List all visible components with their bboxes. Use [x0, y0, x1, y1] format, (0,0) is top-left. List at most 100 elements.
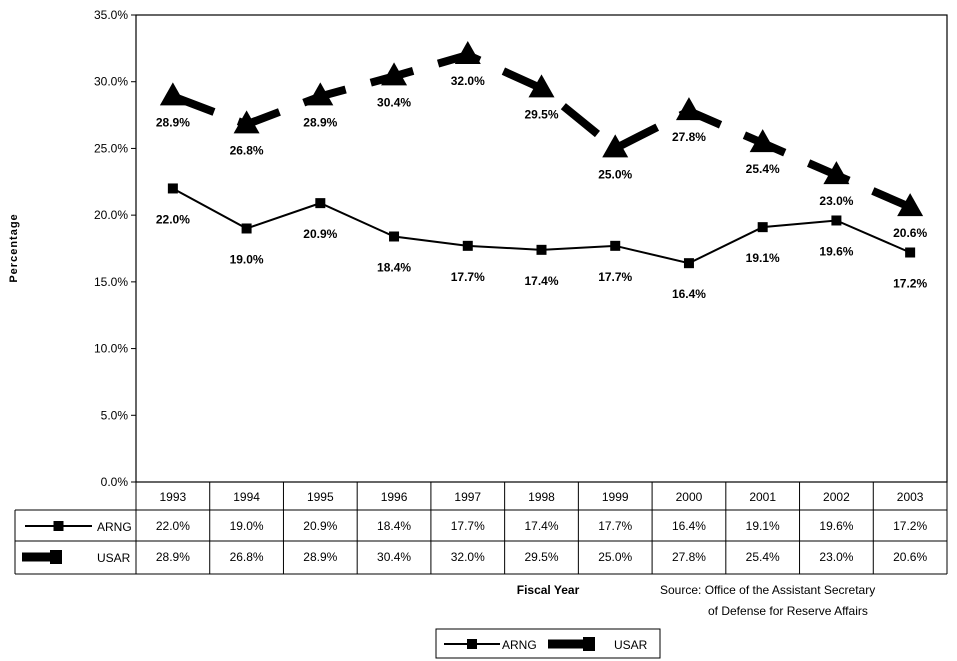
table-cell: 19.6% — [819, 519, 853, 533]
table-cell: 16.4% — [672, 519, 706, 533]
legend-frame — [435, 628, 661, 659]
y-axis: 0.0% 5.0% 10.0% 15.0% 20.0% 25.0% 30.0% 35.0% — [94, 8, 136, 489]
table-row-label-usar: USAR — [97, 551, 131, 565]
y-tick-label: 30.0% — [94, 75, 128, 89]
series-labels: 28.9% 26.8% 28.9% 30.4% 32.0% 29.5% 25.0% 27.8%… — [156, 74, 928, 301]
table-cell: 25.0% — [598, 550, 632, 564]
legend-label-arng: ARNG — [502, 638, 537, 652]
arng-point — [389, 231, 400, 242]
usar-point — [897, 193, 924, 217]
table-cell: 19.1% — [746, 519, 780, 533]
usar-data-label: 30.4% — [377, 95, 411, 109]
source-line-1: Source: Office of the Assistant Secretar… — [660, 583, 875, 597]
data-table: 1993 1994 1995 1996 1997 1998 1999 2000 2001 2002… — [14, 481, 948, 575]
arng-data-label: 20.9% — [303, 227, 337, 241]
usar-data-label: 27.8% — [672, 130, 706, 144]
table-cell: 20.6% — [893, 550, 927, 564]
usar-data-label: 25.4% — [746, 162, 780, 176]
arng-data-label: 22.0% — [156, 212, 190, 226]
y-tick-label: 0.0% — [101, 475, 129, 489]
x-category-label: 1996 — [381, 490, 408, 504]
y-tick-label: 15.0% — [94, 275, 128, 289]
table-cell: 23.0% — [819, 550, 853, 564]
table-cell: 30.4% — [377, 550, 411, 564]
table-cell: 19.0% — [230, 519, 264, 533]
table-cell: 17.2% — [893, 519, 927, 533]
x-category-label: 1994 — [233, 490, 260, 504]
arng-point — [610, 240, 621, 251]
x-category-label: 1993 — [160, 490, 187, 504]
arng-point — [536, 244, 547, 255]
legend-marker-arng — [467, 639, 477, 649]
legend-label-usar: USAR — [614, 638, 648, 652]
y-tick-label: 10.0% — [94, 342, 128, 356]
arng-point — [683, 258, 694, 269]
table-cell: 17.4% — [524, 519, 558, 533]
table-cell: 29.5% — [524, 550, 558, 564]
legend-marker-usar — [50, 550, 62, 564]
table-cell: 20.9% — [303, 519, 337, 533]
usar-data-label: 29.5% — [524, 107, 558, 121]
usar-point — [454, 41, 481, 65]
x-category-label: 2002 — [823, 490, 850, 504]
x-category-label: 1997 — [454, 490, 481, 504]
arng-point — [241, 223, 252, 234]
table-cell: 28.9% — [303, 550, 337, 564]
usar-data-label: 26.8% — [230, 143, 264, 157]
arng-data-label: 17.7% — [598, 270, 632, 284]
series-lines — [159, 41, 924, 269]
usar-point — [528, 74, 555, 98]
y-axis-title: Percentage — [8, 213, 20, 282]
usar-data-label: 28.9% — [303, 115, 337, 129]
arng-data-label: 19.0% — [230, 252, 264, 266]
usar-point — [749, 129, 776, 153]
usar-point — [159, 82, 186, 106]
arng-data-label: 17.7% — [451, 270, 485, 284]
arng-point — [315, 198, 326, 209]
source-line-2: of Defense for Reserve Affairs — [708, 604, 868, 618]
usar-data-label: 32.0% — [451, 74, 485, 88]
usar-data-label: 25.0% — [598, 167, 632, 181]
arng-point — [167, 183, 178, 194]
table-cell: 25.4% — [746, 550, 780, 564]
arng-data-label: 17.2% — [893, 277, 927, 291]
table-cell: 27.8% — [672, 550, 706, 564]
table-cell: 26.8% — [230, 550, 264, 564]
table-cell: 22.0% — [156, 519, 190, 533]
table-cell: 17.7% — [451, 519, 485, 533]
x-category-label: 2001 — [749, 490, 776, 504]
arng-data-label: 19.1% — [746, 251, 780, 265]
y-tick-label: 5.0% — [101, 408, 129, 422]
usar-point — [602, 134, 629, 158]
legend-marker-arng — [53, 521, 64, 531]
legend-marker-usar — [583, 637, 595, 651]
table-cell: 32.0% — [451, 550, 485, 564]
legend: ARNG USAR — [435, 628, 661, 659]
arng-data-label: 16.4% — [672, 287, 706, 301]
arng-point — [757, 222, 768, 233]
usar-point — [675, 97, 702, 121]
usar-point — [307, 82, 334, 106]
arng-point — [462, 240, 473, 251]
usar-data-label: 23.0% — [819, 194, 853, 208]
usar-point — [233, 110, 260, 134]
arng-point — [905, 247, 916, 258]
x-category-label: 1998 — [528, 490, 555, 504]
usar-point — [381, 62, 408, 86]
usar-data-label: 28.9% — [156, 115, 190, 129]
x-category-label: 2003 — [897, 490, 924, 504]
arng-point — [831, 215, 842, 226]
x-axis-title: Fiscal Year — [517, 583, 580, 597]
x-category-label: 1995 — [307, 490, 334, 504]
arng-data-label: 17.4% — [524, 274, 558, 288]
table-row-label-arng: ARNG — [97, 520, 132, 534]
table-cell: 28.9% — [156, 550, 190, 564]
x-category-label: 2000 — [676, 490, 703, 504]
arng-data-label: 18.4% — [377, 260, 411, 274]
y-tick-label: 25.0% — [94, 141, 128, 155]
y-tick-label: 20.0% — [94, 208, 128, 222]
usar-point — [823, 161, 850, 185]
usar-data-label: 20.6% — [893, 226, 927, 240]
y-tick-label: 35.0% — [94, 8, 128, 22]
